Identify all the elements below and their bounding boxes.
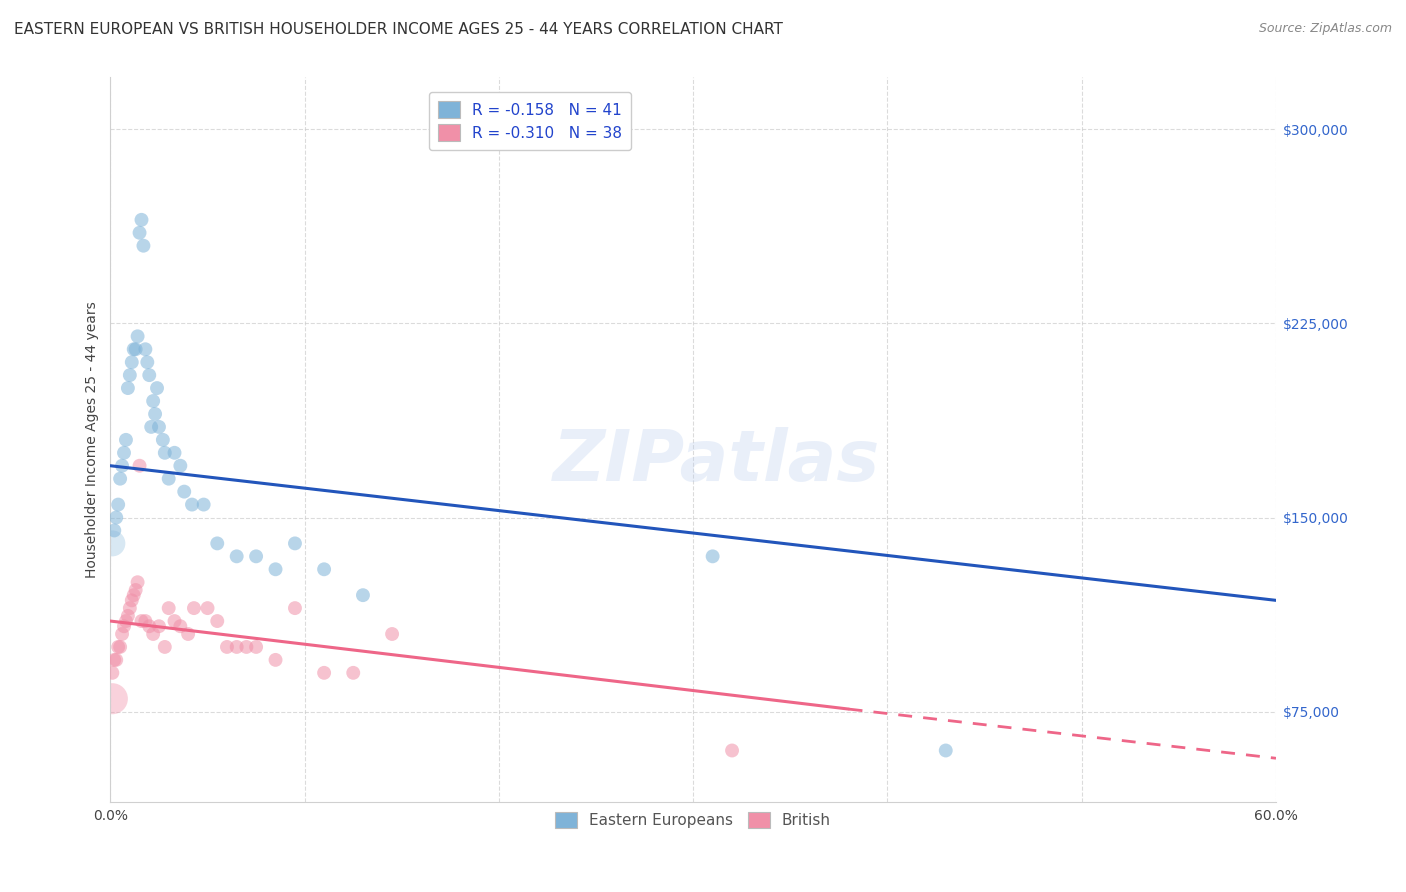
Point bbox=[352, 588, 374, 602]
Point bbox=[157, 472, 180, 486]
Point bbox=[132, 238, 155, 252]
Point bbox=[136, 355, 159, 369]
Point bbox=[118, 368, 141, 383]
Point bbox=[235, 640, 257, 654]
Y-axis label: Householder Income Ages 25 - 44 years: Householder Income Ages 25 - 44 years bbox=[86, 301, 100, 578]
Point bbox=[225, 549, 247, 564]
Point bbox=[163, 446, 186, 460]
Point bbox=[103, 653, 125, 667]
Point bbox=[264, 653, 287, 667]
Point bbox=[111, 627, 134, 641]
Point bbox=[115, 614, 138, 628]
Point bbox=[264, 562, 287, 576]
Point bbox=[183, 601, 205, 615]
Point bbox=[138, 619, 160, 633]
Point bbox=[197, 601, 219, 615]
Point bbox=[118, 601, 141, 615]
Point bbox=[284, 536, 307, 550]
Point bbox=[142, 627, 165, 641]
Point bbox=[215, 640, 238, 654]
Point bbox=[146, 381, 169, 395]
Point bbox=[314, 562, 336, 576]
Point bbox=[381, 627, 404, 641]
Point bbox=[127, 575, 149, 590]
Point bbox=[169, 619, 191, 633]
Point bbox=[153, 446, 176, 460]
Point bbox=[124, 343, 146, 357]
Point bbox=[207, 536, 229, 550]
Point bbox=[124, 582, 146, 597]
Point bbox=[122, 588, 145, 602]
Point bbox=[131, 212, 153, 227]
Point bbox=[121, 355, 143, 369]
Point bbox=[105, 510, 128, 524]
Point bbox=[245, 549, 267, 564]
Point bbox=[153, 640, 176, 654]
Point bbox=[108, 472, 131, 486]
Point bbox=[117, 608, 139, 623]
Point bbox=[101, 691, 124, 706]
Point bbox=[173, 484, 195, 499]
Point bbox=[342, 665, 364, 680]
Point bbox=[142, 394, 165, 409]
Point bbox=[148, 420, 170, 434]
Point bbox=[143, 407, 166, 421]
Point bbox=[207, 614, 229, 628]
Point bbox=[112, 446, 135, 460]
Point bbox=[284, 601, 307, 615]
Point bbox=[108, 640, 131, 654]
Point bbox=[314, 665, 336, 680]
Text: EASTERN EUROPEAN VS BRITISH HOUSEHOLDER INCOME AGES 25 - 44 YEARS CORRELATION CH: EASTERN EUROPEAN VS BRITISH HOUSEHOLDER … bbox=[14, 22, 783, 37]
Point bbox=[105, 653, 128, 667]
Point bbox=[101, 665, 124, 680]
Point bbox=[169, 458, 191, 473]
Point bbox=[721, 743, 744, 757]
Point bbox=[935, 743, 957, 757]
Point bbox=[117, 381, 139, 395]
Point bbox=[122, 343, 145, 357]
Point bbox=[181, 498, 204, 512]
Point bbox=[131, 614, 153, 628]
Point bbox=[128, 226, 150, 240]
Point bbox=[115, 433, 138, 447]
Point bbox=[101, 536, 124, 550]
Point bbox=[163, 614, 186, 628]
Point bbox=[134, 343, 156, 357]
Point bbox=[193, 498, 215, 512]
Point bbox=[128, 458, 150, 473]
Text: ZIPatlas: ZIPatlas bbox=[553, 427, 880, 496]
Point bbox=[141, 420, 163, 434]
Point bbox=[157, 601, 180, 615]
Text: Source: ZipAtlas.com: Source: ZipAtlas.com bbox=[1258, 22, 1392, 36]
Legend: Eastern Europeans, British: Eastern Europeans, British bbox=[550, 806, 837, 835]
Point bbox=[127, 329, 149, 343]
Point bbox=[121, 593, 143, 607]
Point bbox=[245, 640, 267, 654]
Point bbox=[702, 549, 724, 564]
Point bbox=[103, 524, 125, 538]
Point bbox=[111, 458, 134, 473]
Point bbox=[112, 619, 135, 633]
Point bbox=[134, 614, 156, 628]
Point bbox=[107, 498, 129, 512]
Point bbox=[225, 640, 247, 654]
Point bbox=[152, 433, 174, 447]
Point bbox=[148, 619, 170, 633]
Point bbox=[138, 368, 160, 383]
Point bbox=[177, 627, 200, 641]
Point bbox=[107, 640, 129, 654]
